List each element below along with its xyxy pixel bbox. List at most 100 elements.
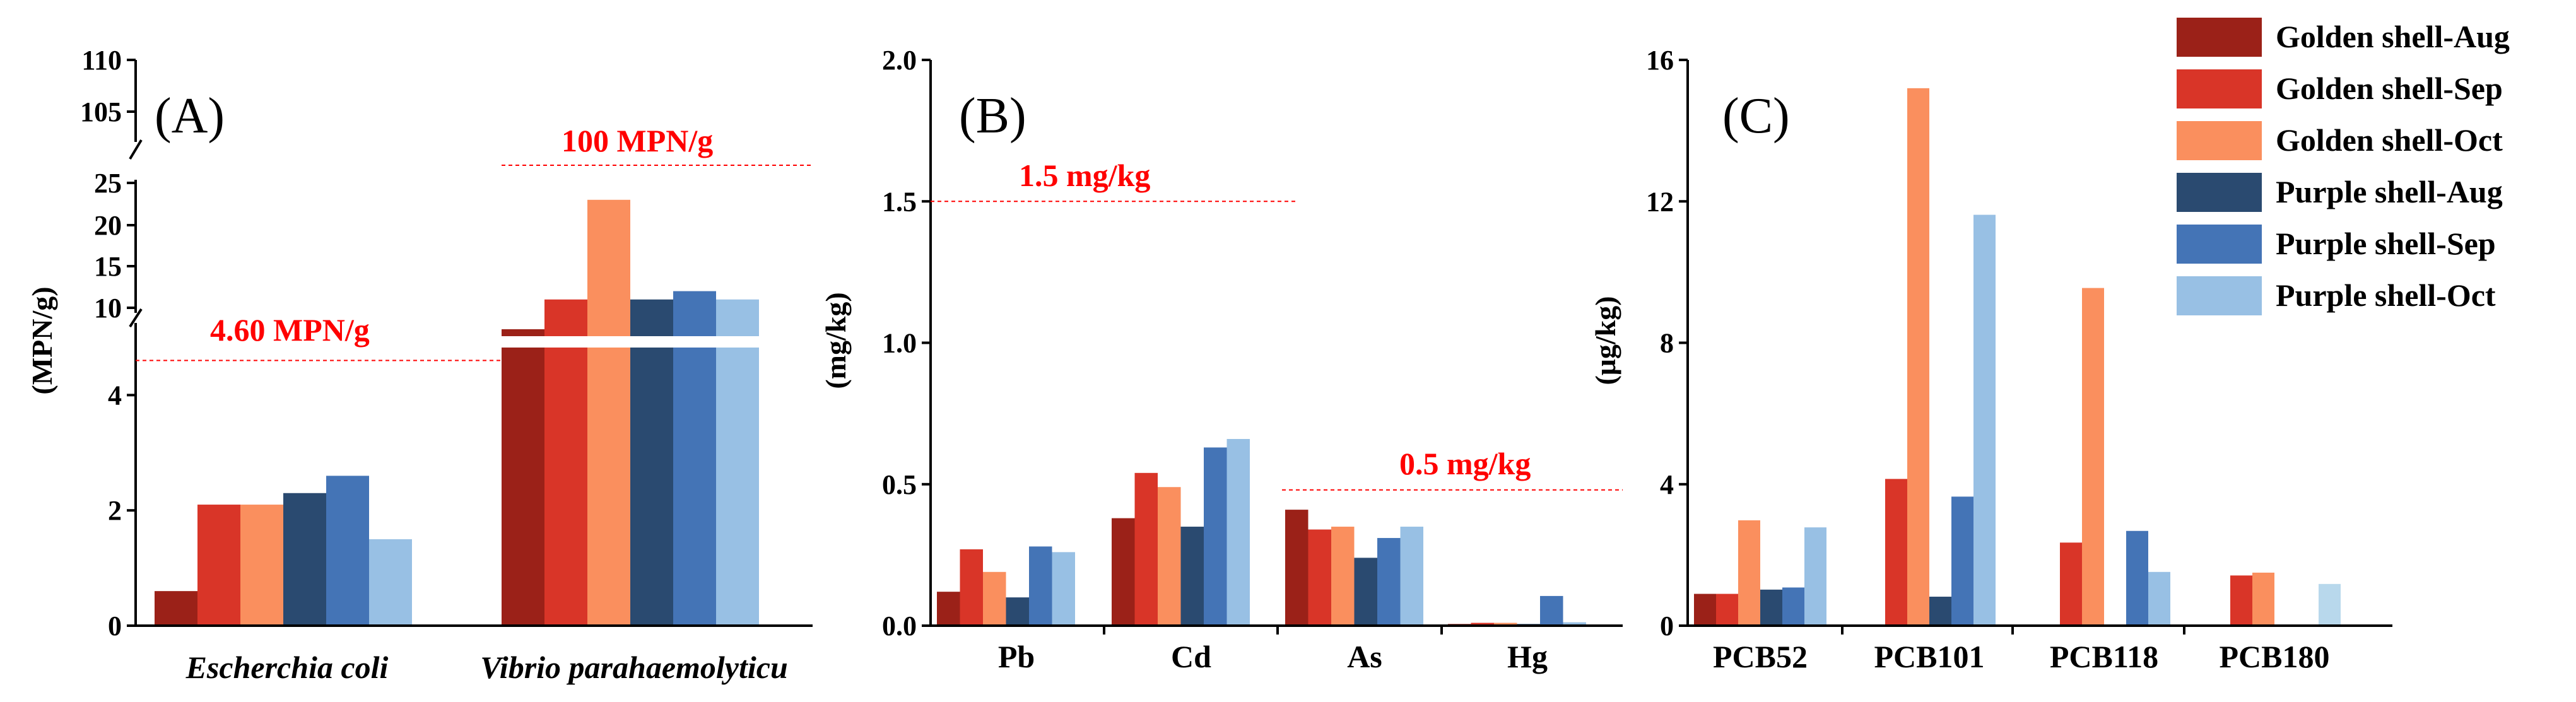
bar-a-1-1 bbox=[155, 591, 197, 626]
legend: Golden shell-Aug Golden shell-Sep Golden s… bbox=[2177, 18, 2510, 315]
bar-panelB-3-3 bbox=[1331, 527, 1355, 626]
bar-a-1-4 bbox=[283, 493, 326, 626]
bar-panelC-2-6 bbox=[1973, 214, 1996, 626]
x-category-label: PCB180 bbox=[2220, 639, 2330, 674]
y-tick-label: 1.0 bbox=[882, 328, 917, 359]
bar-panelC-1-6 bbox=[1804, 527, 1826, 626]
x-category-label: PCB52 bbox=[1713, 639, 1808, 674]
y-tick-label: 0.0 bbox=[882, 611, 917, 641]
bar-panelB-3-5 bbox=[1377, 537, 1401, 626]
y-tick-label: 2 bbox=[108, 495, 122, 526]
panel-b: 0.0 0.5 1.0 1.5 2.0 (mg/kg) (B) Pb Cd As Hg 1.5 mg/… bbox=[820, 45, 1623, 674]
bar-panelB-3-2 bbox=[1308, 529, 1331, 626]
ref-label-4-60: 4.60 MPN/g bbox=[210, 312, 370, 348]
y-tick-label: 25 bbox=[94, 168, 122, 199]
bar-a-1-3 bbox=[240, 505, 283, 626]
y-tick-label: 20 bbox=[94, 210, 122, 241]
bar-panelC-1-1 bbox=[1694, 594, 1716, 626]
bar-a-2-3 bbox=[587, 199, 630, 626]
y-tick-label: 0.5 bbox=[882, 469, 917, 500]
bar-panelC-2-3 bbox=[1907, 88, 1929, 626]
x-category-label: As bbox=[1347, 639, 1382, 674]
x-category-label: Vibrio parahaemolyticu bbox=[480, 650, 788, 685]
bar-panelC-3-6 bbox=[2148, 571, 2170, 626]
bar-a-1-2 bbox=[197, 505, 240, 626]
y-axis-label: (mg/kg) bbox=[820, 292, 852, 389]
y-tick-label: 12 bbox=[1646, 186, 1674, 217]
bar-a-2-6 bbox=[716, 299, 759, 626]
bar-panelC-1-5 bbox=[1782, 587, 1804, 626]
bar-panelB-2-6 bbox=[1226, 438, 1250, 626]
bar-panelB-3-4 bbox=[1354, 558, 1377, 626]
bar-a-1-6 bbox=[369, 539, 412, 626]
legend-label-4: Purple shell-Aug bbox=[2276, 174, 2503, 209]
y-tick-label: 4 bbox=[108, 380, 122, 411]
legend-swatch-1 bbox=[2177, 18, 2262, 57]
x-category-label: Escherchia coli bbox=[185, 650, 389, 685]
x-category-label: Cd bbox=[1171, 639, 1211, 674]
bar-panelC-3-3 bbox=[2082, 288, 2104, 626]
bar-panelB-4-2 bbox=[1471, 623, 1494, 626]
y-tick-label: 4 bbox=[1660, 469, 1674, 500]
legend-label-2: Golden shell-Sep bbox=[2276, 71, 2503, 106]
legend-label-6: Purple shell-Oct bbox=[2276, 278, 2496, 313]
y-tick-label: 1.5 bbox=[882, 186, 917, 217]
bar-panelC-2-5 bbox=[1951, 496, 1973, 626]
y-tick-label: 105 bbox=[80, 97, 122, 127]
bar-panelB-1-6 bbox=[1052, 552, 1075, 626]
bar-panelC-1-3 bbox=[1738, 520, 1760, 626]
bar-panelC-1-2 bbox=[1716, 594, 1738, 626]
legend-label-1: Golden shell-Aug bbox=[2276, 19, 2510, 54]
bar-panelC-3-5 bbox=[2126, 530, 2148, 626]
bar-panelB-1-4 bbox=[1006, 597, 1029, 626]
y-axis-label: (MPN/g) bbox=[26, 286, 58, 394]
bar-a-2-1 bbox=[502, 329, 544, 626]
bar-panelB-4-5 bbox=[1540, 595, 1563, 626]
legend-swatch-5 bbox=[2177, 225, 2262, 264]
y-tick-label: 8 bbox=[1660, 328, 1674, 359]
legend-swatch-2 bbox=[2177, 69, 2262, 108]
panel-label: (A) bbox=[155, 88, 225, 144]
bar-panelB-2-5 bbox=[1204, 447, 1227, 626]
bar-panelB-2-3 bbox=[1158, 487, 1181, 626]
bar-panelB-1-2 bbox=[960, 549, 983, 626]
axis-break-mark-2 bbox=[129, 139, 143, 160]
panel-label: (C) bbox=[1722, 88, 1790, 144]
bar-a-1-5 bbox=[326, 476, 369, 626]
bar-panelB-4-6 bbox=[1563, 622, 1586, 626]
y-tick-label: 10 bbox=[94, 293, 122, 324]
bar-panelB-2-1 bbox=[1112, 518, 1135, 626]
x-category-label: PCB118 bbox=[2050, 639, 2158, 674]
ref-label-1: 1.5 mg/kg bbox=[1019, 158, 1150, 193]
y-tick-label: 0 bbox=[108, 611, 122, 641]
axis-break-gap bbox=[492, 336, 789, 348]
legend-swatch-3 bbox=[2177, 121, 2262, 160]
panel-a: 0 2 4 10 15 20 25 105 110 (MPN/g) (A) 4.60 MPN/g 100… bbox=[26, 45, 813, 685]
y-tick-label: 110 bbox=[81, 45, 122, 76]
bar-panelC-4-3 bbox=[2252, 572, 2274, 626]
legend-label-5: Purple shell-Sep bbox=[2276, 226, 2496, 261]
bar-panelB-2-2 bbox=[1134, 472, 1158, 626]
bar-panelC-4-2 bbox=[2230, 575, 2252, 626]
panel-c: 0 4 8 12 16 (μg/kg) (C) PCB52 PCB101 PCB118 PCB180 bbox=[1589, 45, 2392, 674]
bar-panelB-4-3 bbox=[1494, 623, 1517, 626]
bar-panelB-1-5 bbox=[1029, 546, 1052, 626]
x-category-label: Hg bbox=[1507, 639, 1548, 674]
x-category-label: PCB101 bbox=[1874, 639, 1985, 674]
y-axis-label: (μg/kg) bbox=[1589, 296, 1621, 385]
bar-panelB-3-1 bbox=[1285, 510, 1309, 626]
bar-panelB-3-6 bbox=[1400, 527, 1423, 626]
legend-label-3: Golden shell-Oct bbox=[2276, 122, 2503, 158]
y-tick-label: 0 bbox=[1660, 611, 1674, 641]
bar-panelC-4-6 bbox=[2319, 583, 2341, 626]
legend-swatch-4 bbox=[2177, 173, 2262, 212]
ref-label-100: 100 MPN/g bbox=[562, 123, 713, 158]
ref-label-2: 0.5 mg/kg bbox=[1399, 446, 1531, 481]
bar-panelB-2-4 bbox=[1180, 527, 1204, 626]
bar-panelB-1-3 bbox=[983, 571, 1006, 626]
bar-panelC-2-4 bbox=[1929, 597, 1951, 626]
bar-panelC-1-4 bbox=[1760, 589, 1782, 626]
y-tick-label: 16 bbox=[1646, 45, 1674, 76]
bar-panelB-1-1 bbox=[937, 592, 960, 626]
bar-panelC-2-2 bbox=[1885, 479, 1907, 626]
